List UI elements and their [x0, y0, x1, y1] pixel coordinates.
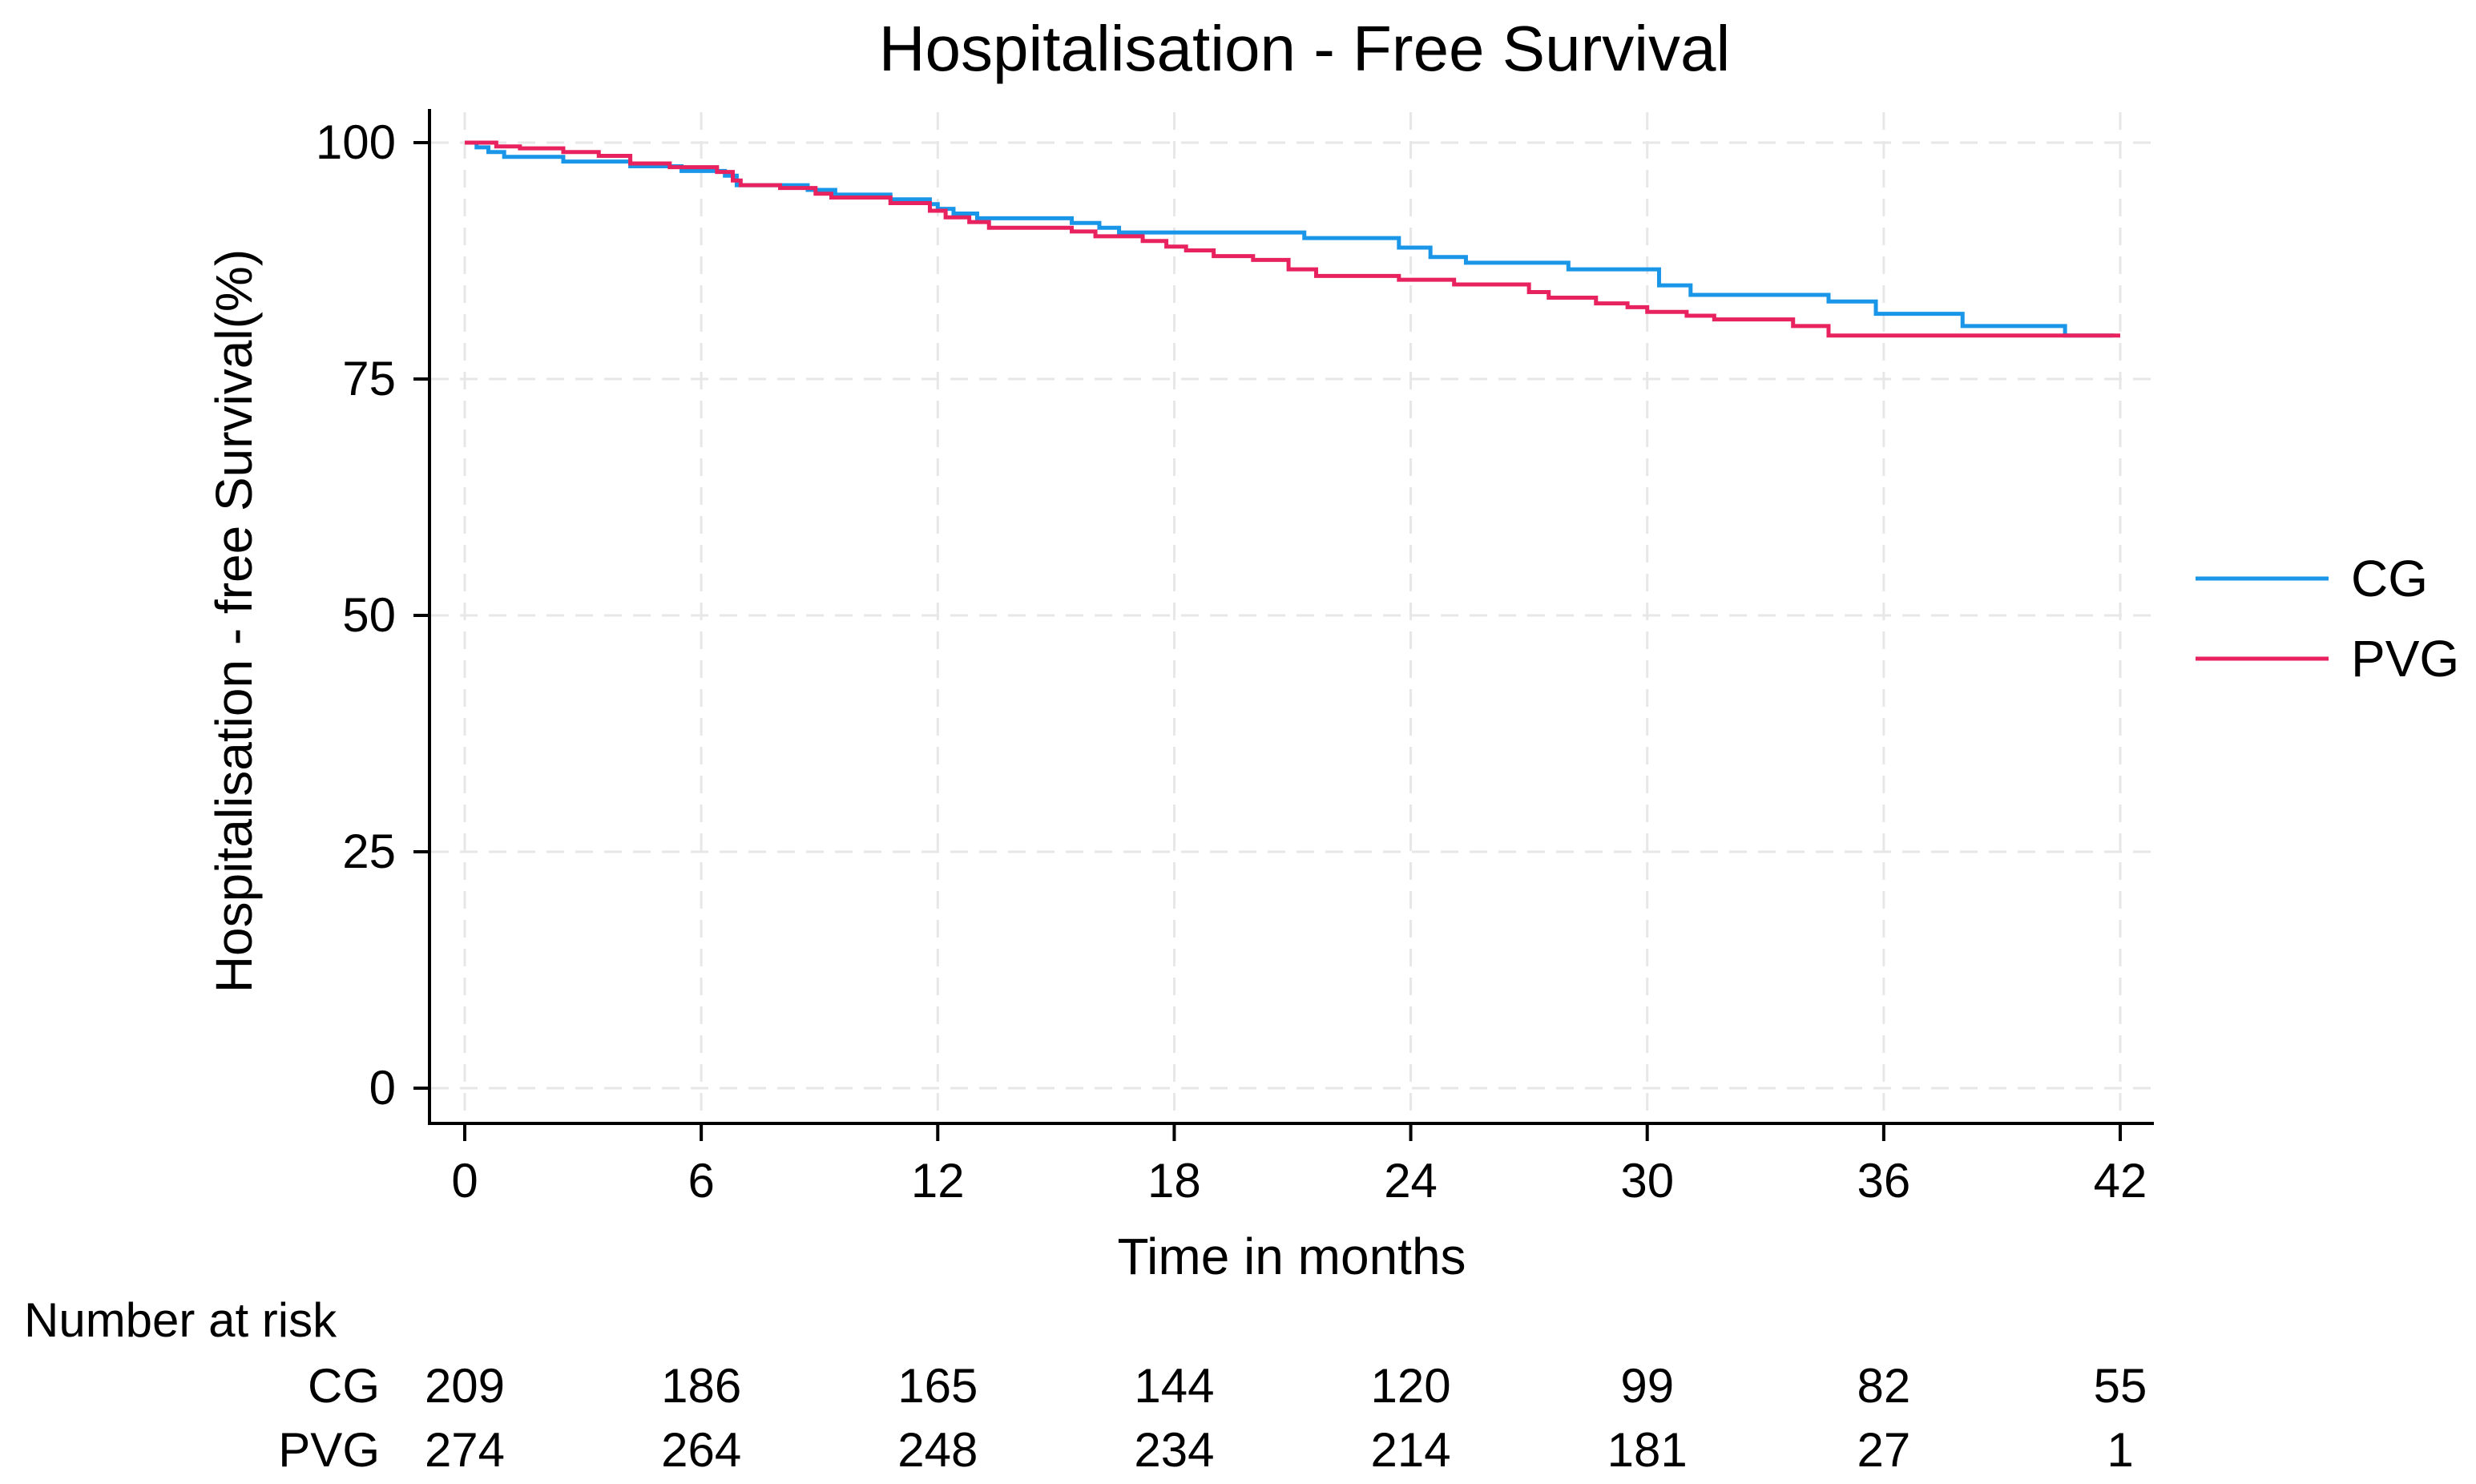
x-tick-label-0: 0: [451, 1154, 478, 1208]
risk-row-label-cg: CG: [308, 1359, 380, 1413]
y-tick-label-0: 0: [369, 1061, 396, 1115]
risk-cell-pvg-0: 274: [425, 1423, 505, 1477]
grid: [431, 112, 2152, 1122]
legend-label-pvg: PVG: [2351, 630, 2459, 688]
risk-table: CG 209 186 165 144 120 99 82 55 PVG 274 264 248 234 21…: [278, 1359, 2147, 1477]
x-tick-label-18: 18: [1147, 1154, 1201, 1208]
x-tick-label-12: 12: [911, 1154, 965, 1208]
y-tick-label-25: 25: [342, 825, 396, 878]
y-tick-label-50: 50: [342, 588, 396, 642]
risk-cell-cg-42: 55: [2094, 1359, 2147, 1413]
risk-cell-pvg-12: 248: [897, 1423, 978, 1477]
risk-cell-cg-30: 99: [1620, 1359, 1674, 1413]
risk-cell-pvg-42: 1: [2107, 1423, 2133, 1477]
risk-cell-pvg-6: 264: [661, 1423, 741, 1477]
y-axis-title: Hospitalisation - free Survival(%): [205, 249, 263, 993]
risk-table-title: Number at risk: [24, 1293, 337, 1347]
x-tick-label-24: 24: [1384, 1154, 1438, 1208]
risk-cell-pvg-24: 214: [1371, 1423, 1451, 1477]
legend-label-cg: CG: [2351, 550, 2428, 607]
x-tick-label-42: 42: [2094, 1154, 2147, 1208]
risk-row-label-pvg: PVG: [278, 1423, 380, 1477]
x-tick-label-6: 6: [688, 1154, 714, 1208]
risk-cell-pvg-30: 181: [1607, 1423, 1688, 1477]
legend: CG PVG: [2196, 550, 2459, 688]
risk-cell-cg-12: 165: [897, 1359, 978, 1413]
risk-cell-cg-6: 186: [661, 1359, 741, 1413]
risk-cell-cg-24: 120: [1371, 1359, 1451, 1413]
ticks: 0 25 50 75 100 0 6 12 18 24 30 36 42: [316, 115, 2147, 1208]
risk-cell-cg-0: 209: [425, 1359, 505, 1413]
series-lines: [465, 140, 2120, 338]
y-tick-label-100: 100: [316, 115, 396, 169]
x-tick-label-30: 30: [1620, 1154, 1674, 1208]
x-axis-title: Time in months: [1117, 1228, 1466, 1285]
series-line-cg: [465, 140, 2115, 338]
risk-cell-cg-36: 82: [1857, 1359, 1910, 1413]
risk-cell-pvg-18: 234: [1134, 1423, 1214, 1477]
risk-cell-pvg-36: 27: [1857, 1423, 1910, 1477]
y-tick-label-75: 75: [342, 352, 396, 405]
risk-cell-cg-18: 144: [1134, 1359, 1214, 1413]
x-tick-label-36: 36: [1857, 1154, 1910, 1208]
series-line-pvg: [465, 140, 2120, 338]
chart-title: Hospitalisation - Free Survival: [879, 13, 1731, 84]
